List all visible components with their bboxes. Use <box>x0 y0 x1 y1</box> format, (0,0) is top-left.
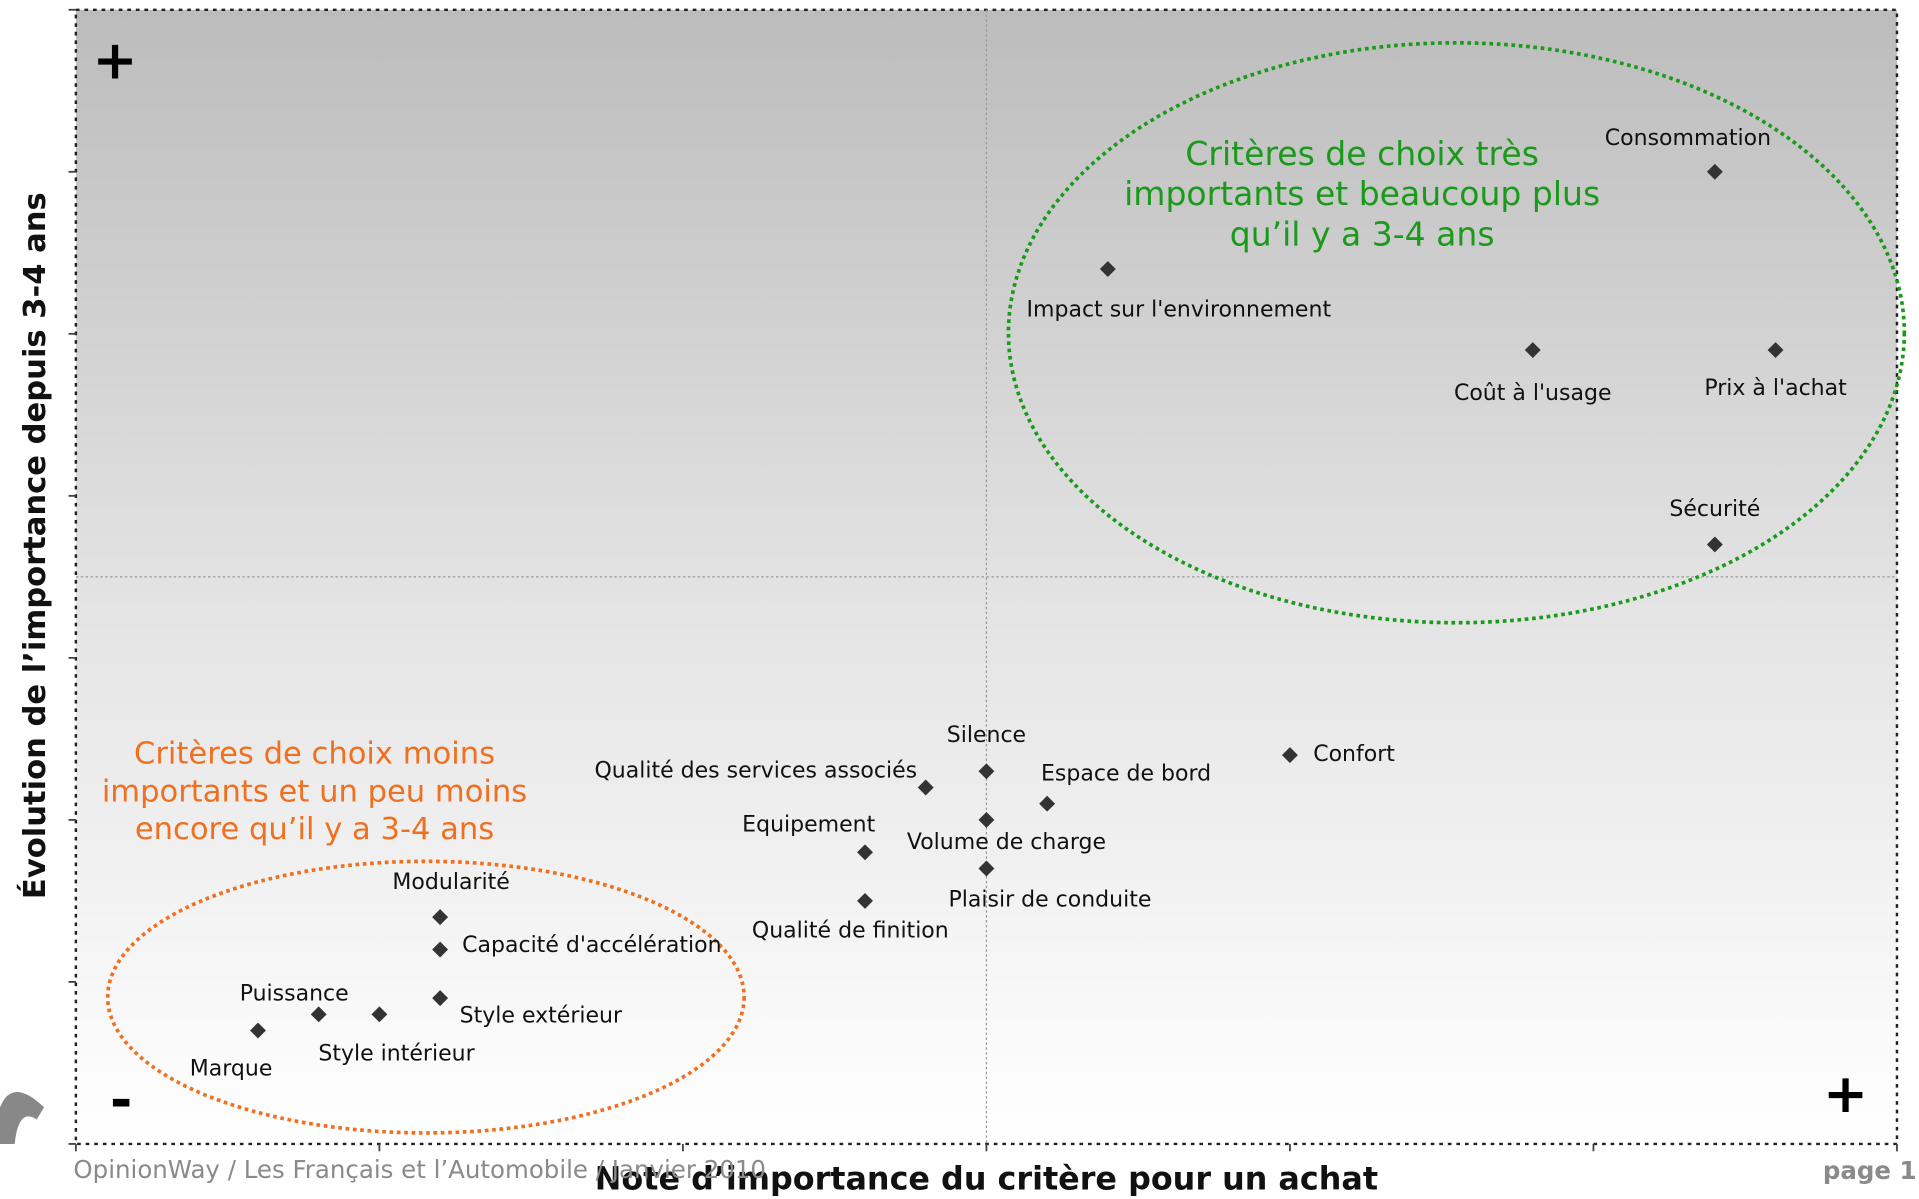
point <box>371 1006 388 1023</box>
annotation: qu’il y a 3-4 ans <box>1230 215 1495 254</box>
point-label: Modularité <box>392 870 509 895</box>
point-label: Style extérieur <box>460 1003 623 1028</box>
point-label: Espace de bord <box>1041 761 1211 786</box>
footer-page: page 1 <box>1823 1156 1917 1185</box>
annotation: encore qu’il y a 3-4 ans <box>135 812 494 847</box>
point-label: Qualité de finition <box>752 918 949 943</box>
point-label: Plaisir de conduite <box>948 887 1151 912</box>
point-label: Equipement <box>742 812 875 837</box>
logo <box>0 1091 45 1144</box>
point-label: Puissance <box>240 982 349 1007</box>
point-label: Sécurité <box>1669 497 1760 522</box>
annotation: Critères de choix moins <box>134 736 495 771</box>
high-group-ellipse <box>1006 40 1907 625</box>
point-label: Impact sur l'environnement <box>1027 298 1332 323</box>
x-axis-title: Note d’importance du critère pour un ach… <box>595 1160 1378 1198</box>
point <box>432 909 449 926</box>
point <box>432 990 449 1007</box>
point <box>1281 747 1298 764</box>
point-label: Prix à l'achat <box>1704 376 1847 401</box>
point <box>978 860 995 877</box>
annotation: importants et un peu moins <box>102 774 527 809</box>
point <box>857 844 873 861</box>
point <box>1524 342 1541 358</box>
point <box>1099 261 1116 277</box>
point-label: Capacité d'accélération <box>462 933 721 958</box>
point-label: Marque <box>190 1057 273 1082</box>
point <box>1767 342 1784 358</box>
point <box>978 811 995 828</box>
point <box>978 763 995 780</box>
y-axis-title: Évolution de l’importance depuis 3-4 ans <box>17 192 53 899</box>
point-label: Coût à l'usage <box>1454 381 1612 406</box>
point <box>857 892 873 909</box>
point <box>310 1006 327 1023</box>
point-label: Style intérieur <box>318 1042 475 1067</box>
annotation: - <box>110 1068 132 1131</box>
annotation: + <box>92 28 137 91</box>
point-label: Volume de charge <box>907 830 1106 855</box>
point-label: Confort <box>1313 742 1395 767</box>
low-group-ellipse <box>105 859 746 1135</box>
annotation: Critères de choix très <box>1185 134 1539 173</box>
footer-source: OpinionWay / Les Français et l’Automobil… <box>73 1155 766 1184</box>
annotation: importants et beaucoup plus <box>1124 174 1600 213</box>
point-label: Qualité des services associés <box>594 759 917 784</box>
point-label: Silence <box>947 723 1026 748</box>
point <box>1039 795 1056 812</box>
annotation: + <box>1823 1062 1868 1125</box>
point-label: Consommation <box>1605 126 1771 151</box>
point <box>917 779 934 796</box>
